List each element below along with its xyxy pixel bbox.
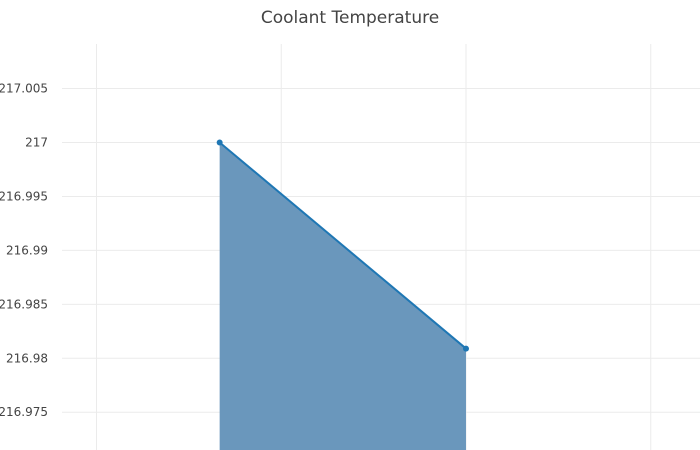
y-tick-label: 217.005 [0, 82, 48, 96]
area-layer [219, 142, 466, 450]
y-tick-label: 216.975 [0, 405, 48, 419]
y-tick-label: 216.985 [0, 297, 48, 311]
point-layer [216, 139, 469, 352]
line-layer [219, 141, 467, 350]
data-point[interactable] [216, 139, 223, 146]
y-tick-label: 217 [25, 136, 48, 150]
series-line [219, 141, 467, 350]
series-area [219, 142, 466, 450]
y-tick-label: 216.995 [0, 189, 48, 203]
chart-title: Coolant Temperature [261, 8, 439, 28]
y-tick-label: 216.98 [6, 351, 48, 365]
y-tick-label: 216.99 [6, 243, 48, 257]
y-axis-ticks: 216.975 216.98 216.985 216.99 216.995 217 217.… [0, 82, 48, 420]
data-point[interactable] [462, 345, 469, 352]
